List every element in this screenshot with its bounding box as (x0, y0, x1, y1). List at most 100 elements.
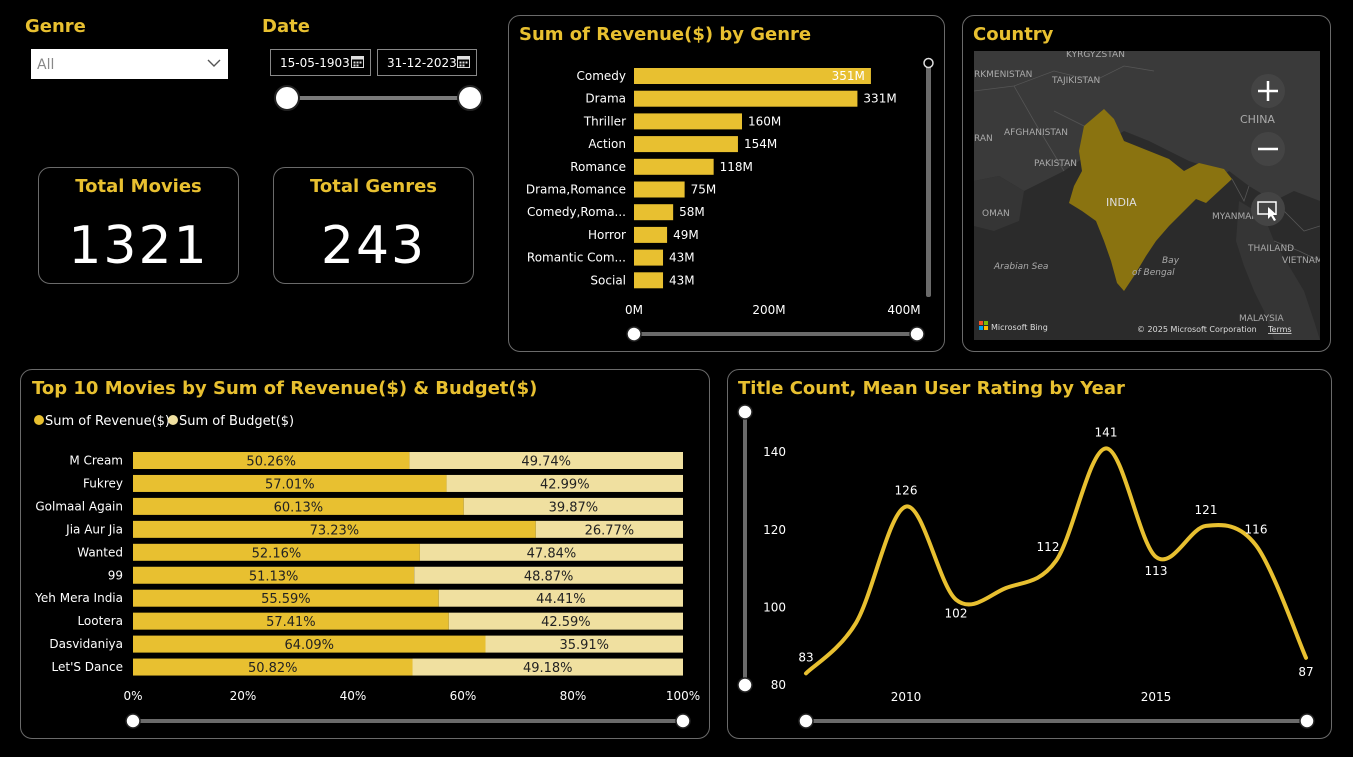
calendar-icon[interactable] (457, 55, 470, 68)
genre-bar[interactable] (634, 226, 668, 243)
budget-bar-segment[interactable] (535, 520, 683, 538)
genre-bar[interactable] (634, 68, 871, 84)
zoom-out-button[interactable] (1251, 132, 1285, 166)
budget-bar-segment[interactable] (438, 589, 683, 607)
budget-bar-data-label: 49.74% (521, 455, 571, 470)
top-movies-chart: Sum of Revenue($) Sum of Budget($) M Cream… (34, 414, 700, 729)
budget-bar-segment[interactable] (409, 452, 683, 469)
genre-label: Genre (25, 16, 86, 37)
movie-x-range-end-handle[interactable] (675, 713, 691, 729)
genre-x-range-end-handle[interactable] (909, 326, 925, 342)
map-label: AFGHANISTAN (1004, 128, 1068, 138)
revenue-bar-segment[interactable] (133, 566, 415, 584)
line-y-range-end-handle[interactable] (737, 404, 753, 420)
revenue-bar-data-label: 57.01% (265, 477, 315, 492)
revenue-bar-segment[interactable] (133, 589, 439, 607)
genre-bar[interactable] (634, 204, 674, 221)
plus-icon (1258, 81, 1278, 101)
date-end-input[interactable]: 31-12-2023 (377, 49, 477, 76)
revenue-bar-segment[interactable] (133, 543, 420, 561)
chevron-down-icon (207, 59, 221, 67)
line-x-range-start-handle[interactable] (798, 713, 814, 729)
budget-bar-data-label: 39.87% (549, 500, 599, 515)
budget-bar-segment[interactable] (463, 497, 683, 515)
map-label: PAKISTAN (1034, 159, 1077, 169)
genre-bar-data-label: 75M (691, 183, 717, 197)
line-point-label: 83 (798, 650, 813, 664)
revenue-bar-segment[interactable] (133, 452, 410, 469)
genre-bar[interactable] (634, 158, 714, 175)
revenue-bar-segment[interactable] (133, 497, 464, 515)
country-map-title: Country (973, 24, 1054, 45)
movie-x-tick-label: 20% (230, 689, 257, 703)
genre-category-label: Comedy,Roma... (527, 205, 626, 219)
genre-bar[interactable] (634, 249, 664, 266)
genre-scrollbar-handle[interactable] (923, 57, 934, 69)
date-slider-end-handle[interactable] (457, 85, 483, 111)
map-label: KYRGYZSTAN (1066, 51, 1125, 60)
line-y-range-slider[interactable] (743, 412, 747, 686)
movie-x-range-start-handle[interactable] (125, 713, 141, 729)
genre-category-label: Drama,Romance (526, 183, 626, 197)
genre-bar[interactable] (634, 90, 858, 107)
total-genres-value: 243 (320, 216, 427, 276)
map-terms-link[interactable]: Terms (1267, 325, 1292, 334)
line-point-label: 126 (895, 484, 918, 498)
map-label: THAILAND (1247, 244, 1294, 254)
genre-bar[interactable] (634, 113, 742, 130)
budget-bar-segment[interactable] (419, 543, 683, 561)
budget-bar-data-label: 49.18% (523, 661, 573, 676)
title-count-line[interactable] (804, 446, 1308, 676)
genre-bar[interactable] (634, 181, 685, 198)
movie-category-label: Let'S Dance (52, 660, 123, 674)
select-region-button[interactable] (1251, 192, 1285, 226)
calendar-icon[interactable] (351, 55, 364, 68)
genre-bar-data-label: 154M (744, 137, 777, 151)
line-x-range-end-handle[interactable] (1299, 713, 1315, 729)
revenue-bar-segment[interactable] (133, 635, 486, 653)
date-slider-start-handle[interactable] (274, 85, 300, 111)
map-label: CHINA (1240, 113, 1275, 126)
map-label: of Bengal (1132, 268, 1175, 278)
line-y-tick-label: 100 (763, 600, 786, 614)
revenue-bar-segment[interactable] (133, 612, 449, 630)
genre-category-label: Social (590, 273, 626, 287)
genre-bar[interactable] (634, 272, 664, 289)
line-x-range-slider[interactable] (806, 719, 1307, 723)
budget-bar-segment[interactable] (485, 635, 683, 653)
zoom-in-button[interactable] (1251, 74, 1285, 108)
budget-bar-segment[interactable] (414, 566, 683, 584)
genre-x-tick-label: 0M (625, 303, 643, 317)
country-map[interactable]: KYRGYZSTAN RKMENISTAN TAJIKISTAN AFGHANI… (974, 51, 1320, 340)
line-y-range-start-handle[interactable] (737, 677, 753, 693)
genre-bar-data-label: 43M (669, 251, 695, 265)
revenue-bar-data-label: 60.13% (274, 500, 324, 515)
legend-label: Sum of Budget($) (179, 414, 294, 429)
total-genres-label: Total Genres (309, 176, 438, 197)
genre-x-range-start-handle[interactable] (626, 326, 642, 342)
map-label: VIETNAM (1282, 256, 1320, 266)
movie-x-range-slider[interactable] (133, 719, 683, 723)
genre-x-tick-label: 400M (887, 303, 920, 317)
select-region-icon (1257, 201, 1277, 221)
date-slider-track[interactable] (287, 96, 470, 100)
map-label: MALAYSIA (1239, 314, 1284, 324)
budget-bar-segment[interactable] (412, 658, 683, 676)
genre-vertical-scrollbar[interactable] (926, 61, 931, 297)
line-y-tick-label: 140 (763, 445, 786, 459)
budget-bar-segment[interactable] (448, 612, 683, 630)
revenue-bar-data-label: 57.41% (266, 615, 316, 630)
revenue-bar-data-label: 64.09% (284, 638, 334, 653)
date-start-input[interactable]: 15-05-1903 (270, 49, 371, 76)
budget-bar-segment[interactable] (446, 474, 683, 492)
revenue-bar-segment[interactable] (133, 520, 536, 538)
revenue-bar-segment[interactable] (133, 658, 413, 676)
budget-bar-data-label: 26.77% (585, 523, 635, 538)
map-label: Bay (1162, 256, 1180, 266)
revenue-bar-segment[interactable] (133, 474, 447, 492)
genre-x-range-slider[interactable] (634, 332, 917, 336)
line-point-label: 121 (1195, 503, 1218, 517)
budget-bar-data-label: 47.84% (527, 546, 577, 561)
genre-bar[interactable] (634, 136, 738, 153)
genre-dropdown[interactable]: All (31, 49, 228, 79)
